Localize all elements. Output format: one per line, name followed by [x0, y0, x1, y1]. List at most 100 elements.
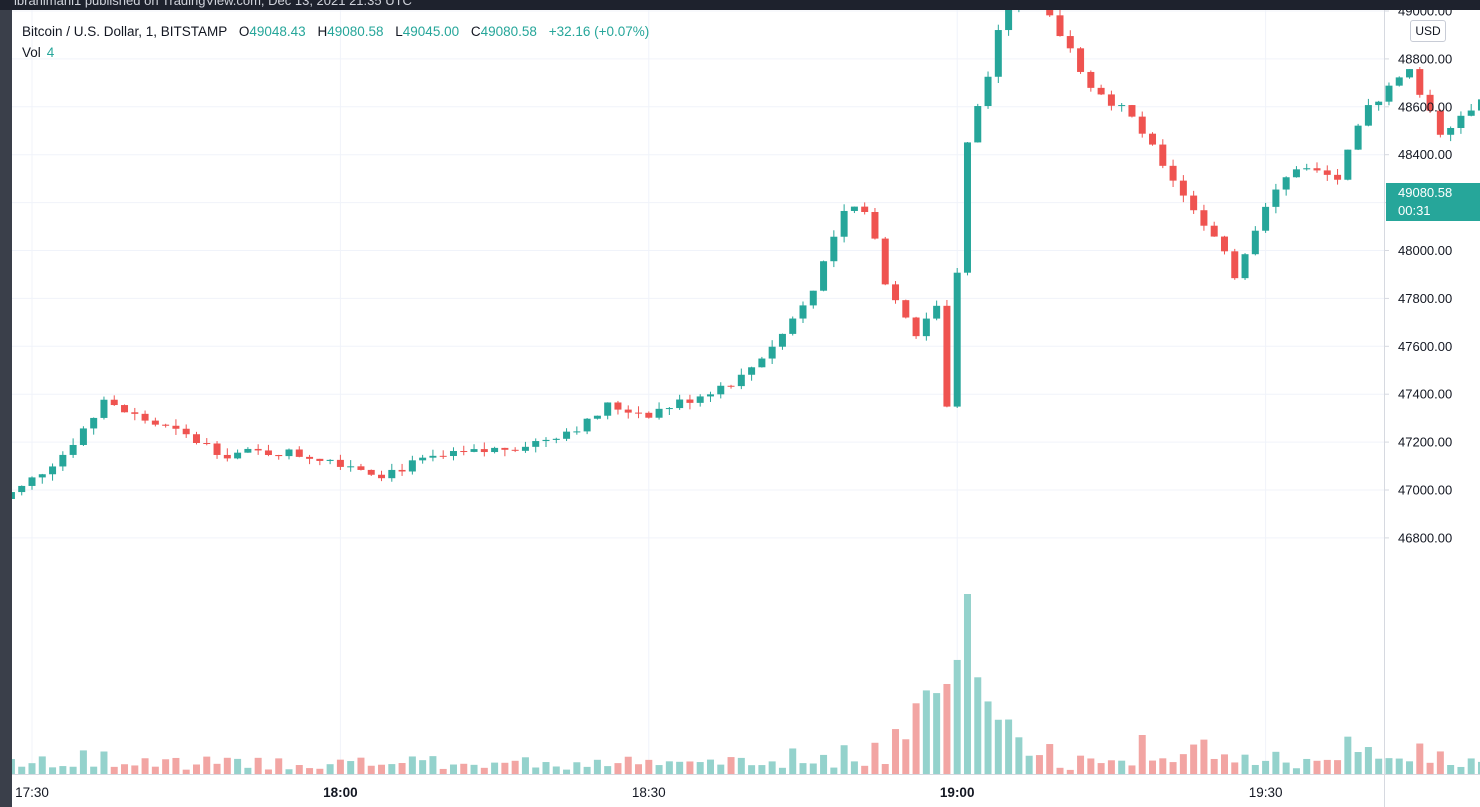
- price-chart[interactable]: 46800.00 47000.00 47200.00 47400.00 47600.00…: [12, 10, 1480, 807]
- volume-bar: [316, 768, 324, 774]
- volume-bar: [645, 759, 653, 774]
- volume-bar: [1426, 762, 1434, 774]
- candle-body: [1323, 170, 1331, 175]
- candles: [12, 10, 1480, 499]
- volume-bar: [429, 756, 437, 774]
- candle-body: [28, 477, 36, 486]
- volume-bar: [79, 750, 87, 774]
- volume-bar: [1159, 758, 1167, 774]
- volume-bar: [1077, 755, 1085, 774]
- volume-bar: [717, 764, 725, 774]
- candle-body: [1292, 169, 1300, 178]
- candle-body: [974, 106, 982, 143]
- candle-body: [275, 455, 283, 457]
- candle-body: [737, 374, 745, 387]
- candle-body: [357, 466, 365, 470]
- volume-bar: [1251, 764, 1259, 774]
- candle-body: [521, 446, 529, 451]
- candle-body: [69, 444, 77, 455]
- volume-bar: [141, 758, 149, 774]
- candle-body: [614, 402, 622, 410]
- candle-body: [192, 434, 200, 444]
- open-value: 49048.43: [249, 24, 306, 39]
- volume-bar: [501, 762, 509, 774]
- chart-frame[interactable]: 46800.00 47000.00 47200.00 47400.00 47600.00…: [12, 10, 1480, 807]
- candle-body: [398, 469, 406, 472]
- volume-bar: [532, 767, 540, 774]
- candle-body: [768, 346, 776, 359]
- volume-bar: [1467, 758, 1475, 774]
- candle-body: [1149, 133, 1157, 145]
- candle-body: [1251, 230, 1259, 255]
- volume-value: 4: [46, 45, 55, 60]
- candle-body: [850, 206, 858, 211]
- volume-bar: [254, 757, 262, 774]
- candle-body: [809, 290, 817, 306]
- volume-bar: [90, 766, 98, 774]
- volume-bar: [1323, 759, 1331, 774]
- candle-body: [1406, 69, 1414, 78]
- volume-bar: [234, 758, 242, 774]
- candle-body: [1097, 87, 1105, 95]
- candle-body: [244, 448, 252, 453]
- volume-bar: [1200, 739, 1208, 774]
- candle-body: [1231, 251, 1239, 279]
- volume-bar: [1272, 751, 1280, 774]
- candle-body: [1375, 101, 1383, 106]
- candle-body: [121, 405, 129, 413]
- candle-body: [696, 396, 704, 403]
- symbol-title[interactable]: Bitcoin / U.S. Dollar, 1, BITSTAMP: [22, 24, 228, 39]
- volume-bar: [1334, 760, 1342, 774]
- candle-body: [1334, 174, 1342, 180]
- candle-body: [1344, 149, 1352, 180]
- volume-bar: [1046, 744, 1054, 774]
- candle-body: [789, 318, 797, 334]
- candle-body: [717, 385, 725, 395]
- volume-bar: [552, 766, 560, 774]
- volume-bar: [1262, 760, 1270, 774]
- candle-body: [79, 428, 87, 445]
- volume-bar: [1220, 754, 1228, 774]
- candle-body: [491, 447, 499, 453]
- volume-bar: [1385, 758, 1393, 774]
- y-tick-label: 47000.00: [1398, 483, 1452, 498]
- volume-bar: [1149, 760, 1157, 774]
- volume-bar: [449, 764, 457, 774]
- volume-bar: [1375, 758, 1383, 774]
- volume-bar: [110, 766, 118, 774]
- candle-body: [1056, 15, 1064, 37]
- candle-body: [254, 448, 262, 451]
- volume-bar: [223, 757, 231, 774]
- candle-body: [830, 236, 838, 262]
- candle-body: [655, 408, 663, 418]
- candle-body: [799, 305, 807, 319]
- currency-button[interactable]: USD: [1410, 20, 1446, 42]
- volume-bar: [1282, 762, 1290, 774]
- volume-label[interactable]: Vol: [22, 45, 41, 60]
- candle-body: [1354, 125, 1362, 150]
- candle-body: [18, 485, 26, 493]
- bar-countdown: 00:31: [1398, 203, 1431, 218]
- volume-bar: [933, 693, 941, 774]
- volume-bar: [264, 769, 272, 774]
- candle-body: [295, 449, 303, 457]
- volume-bar: [491, 762, 499, 774]
- volume-bar: [419, 760, 427, 774]
- volume-bar: [69, 766, 77, 774]
- volume-bar: [213, 763, 221, 774]
- candle-body: [1169, 165, 1177, 181]
- publish-caption-strip: ibrahimahl1 published on TradingView.com…: [0, 0, 1480, 10]
- publish-caption: ibrahimahl1 published on TradingView.com…: [14, 0, 412, 8]
- candle-body: [449, 451, 457, 457]
- volume-bar: [1035, 755, 1043, 774]
- candle-body: [388, 469, 396, 479]
- volume-bar: [1169, 762, 1177, 774]
- volume-bar: [665, 761, 673, 774]
- candle-body: [213, 443, 221, 455]
- volume-bar: [892, 729, 900, 774]
- volume-bar: [850, 761, 858, 774]
- volume-bar: [573, 762, 581, 774]
- volume-bar: [285, 769, 293, 774]
- candle-body: [624, 409, 632, 413]
- volume-bar: [1210, 758, 1218, 774]
